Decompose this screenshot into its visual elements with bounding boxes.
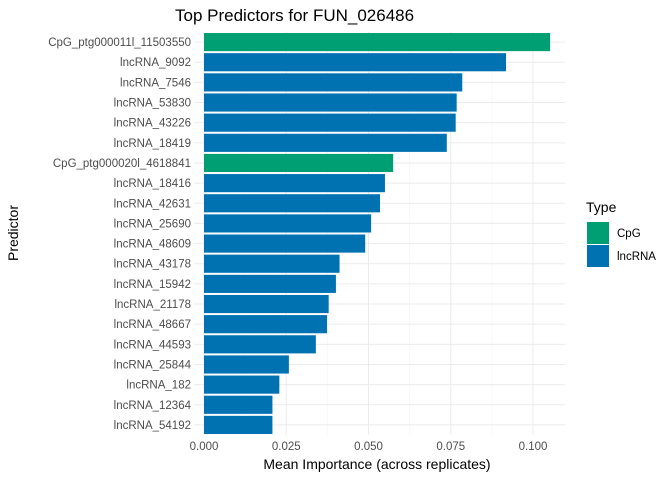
- legend-label-cpg: CpG: [617, 228, 641, 240]
- bar-lncrna-9092: [204, 53, 507, 72]
- bar-lncrna-48609: [204, 234, 366, 253]
- y-tick-label: lncRNA_43226: [114, 118, 191, 130]
- y-tick-label: lncRNA_43178: [114, 259, 191, 271]
- y-tick-label: lncRNA_44593: [114, 339, 191, 351]
- y-axis-title: Predictor: [5, 205, 21, 261]
- y-tick-label: lncRNA_48609: [114, 239, 191, 251]
- y-tick-label: lncRNA_15942: [114, 279, 191, 291]
- legend: Type CpG lncRNA: [586, 199, 656, 267]
- bar-lncrna-43178: [204, 254, 340, 273]
- x-tick-label: 0.075: [436, 441, 465, 453]
- legend-label-lncrna: lncRNA: [617, 251, 656, 263]
- bar-lncrna-18416: [204, 174, 385, 193]
- y-tick-label: lncRNA_7546: [120, 77, 191, 89]
- bar-lncrna-25844: [204, 355, 289, 374]
- y-tick-label: lncRNA_53830: [114, 98, 191, 110]
- x-tick-label: 0.100: [519, 441, 548, 453]
- grid-layer: [194, 32, 565, 435]
- y-tick-label: CpG_ptg000020l_4618841: [53, 158, 191, 170]
- y-tick-label: CpG_ptg000011l_11503550: [48, 37, 191, 49]
- y-tick-label: lncRNA_18416: [114, 178, 191, 190]
- y-tick-label: lncRNA_21178: [114, 299, 191, 311]
- y-tick-labels: CpG_ptg000011l_11503550 lncRNA_9092 lncRNA…: [48, 37, 191, 432]
- x-axis-title: Mean Importance (across replicates): [263, 456, 490, 472]
- y-tick-label: lncRNA_54192: [114, 420, 191, 432]
- bar-lncrna-42631: [204, 194, 381, 213]
- bar-lncrna-182: [204, 375, 280, 394]
- y-tick-label: lncRNA_9092: [120, 57, 191, 69]
- y-tick-label: lncRNA_42631: [114, 198, 191, 210]
- y-tick-label: lncRNA_48667: [114, 319, 191, 331]
- y-tick-label: lncRNA_182: [126, 380, 191, 392]
- bar-lncrna-7546: [204, 73, 463, 92]
- y-tick-label: lncRNA_25690: [114, 218, 191, 230]
- y-tick-label: lncRNA_12364: [114, 400, 192, 412]
- bar-cpg-ptg000020l-4618841: [204, 153, 394, 173]
- x-tick-labels: 0.000 0.025 0.050 0.075 0.100: [190, 441, 548, 453]
- bar-lncrna-15942: [204, 274, 336, 293]
- x-tick-label: 0.050: [354, 441, 383, 453]
- x-tick-label: 0.025: [272, 441, 301, 453]
- bar-lncrna-48667: [204, 315, 328, 334]
- legend-swatch-cpg: [587, 222, 609, 244]
- bar-cpg-ptg000011l-11503550: [204, 33, 551, 52]
- bar-lncrna-43226: [204, 113, 456, 132]
- bar-lncrna-53830: [204, 93, 457, 112]
- bar-lncrna-54192: [204, 415, 273, 434]
- bar-lncrna-44593: [204, 335, 316, 354]
- legend-title: Type: [586, 199, 617, 215]
- bar-lncrna-25690: [204, 214, 372, 233]
- x-tick-label: 0.000: [190, 441, 219, 453]
- chart-title: Top Predictors for FUN_026486: [175, 6, 414, 25]
- bar-lncrna-12364: [204, 395, 273, 414]
- legend-swatch-lncrna: [587, 245, 609, 267]
- bar-lncrna-21178: [204, 294, 329, 314]
- bar-lncrna-18419: [204, 133, 447, 152]
- y-tick-label: lncRNA_25844: [114, 359, 192, 371]
- bar-layer: [204, 33, 551, 434]
- y-tick-label: lncRNA_18419: [114, 138, 191, 150]
